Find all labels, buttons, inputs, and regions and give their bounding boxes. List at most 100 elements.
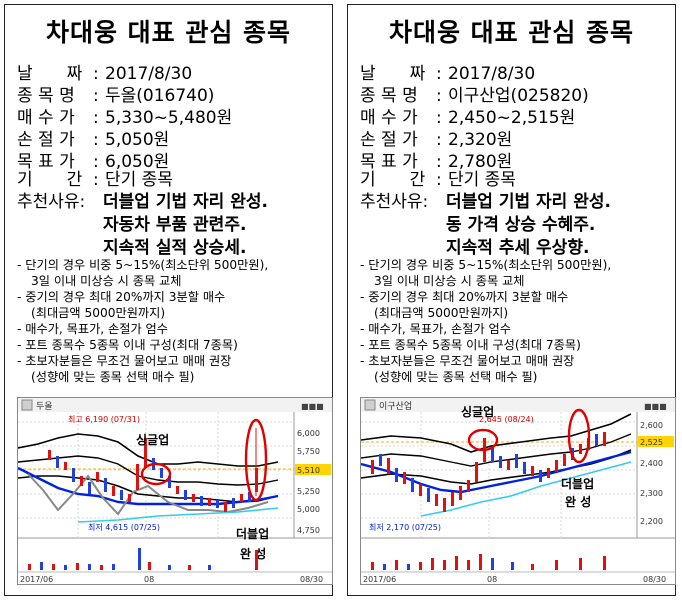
stop-label: 손 절 가 (17, 130, 75, 150)
reason-line: 더블업 기법 자리 완성. (103, 192, 268, 212)
period-value: 단기 종목 (448, 170, 516, 190)
volume-bars (28, 548, 258, 570)
stock-card-0: 차대웅 대표 관심 종목 날 짜:2017/8/30 종 목 명: 두올(0167… (4, 4, 333, 596)
bollinger-upper (18, 433, 279, 467)
note-item: - 중기의 경우 최대 20%까지 3분할 매수 (360, 290, 569, 304)
note-item: (성향에 맞는 종목 선택 매수 필) (374, 370, 538, 384)
note-item: - 단기의 경우 비중 5~15%(최소단위 500만원), (360, 258, 612, 272)
reason-label: 추천사유: (360, 192, 429, 212)
target-value: 2,780원 (448, 152, 513, 172)
reason-label: 추천사유: (17, 192, 86, 212)
note-item: - 매수가, 목표가, 손절가 엄수 (360, 322, 511, 336)
buy-value: 5,330~5,480원 (105, 108, 233, 128)
target-label: 목 표 가 (17, 152, 75, 172)
note-item: 3일 이내 미상승 시 종목 교체 (374, 274, 525, 288)
bollinger-mid (18, 455, 279, 486)
buy-label: 매 수 가 (17, 108, 75, 128)
x-label: 08 (487, 575, 497, 584)
name-label: 종 목 명 (360, 86, 418, 106)
grid (18, 412, 294, 538)
buy-label: 매 수 가 (360, 108, 418, 128)
notes-list: - 단기의 경우 비중 5~15%(최소단위 500만원), 3일 이내 미상승… (17, 257, 327, 385)
stop-label: 손 절 가 (360, 130, 418, 150)
name-value: 이구산업(025820) (448, 86, 589, 106)
note-item: - 초보자분들은 무조건 물어보고 매매 권장 (360, 354, 575, 368)
note-item: (최대금액 5000만원까지) (374, 306, 509, 320)
price-tick: 2,200 (640, 517, 663, 526)
ma-cyan (77, 507, 279, 523)
name-label: 종 목 명 (17, 86, 75, 106)
card-title: 차대웅 대표 관심 종목 (388, 18, 635, 47)
chart-low-label: 최저 4,615 (07/25) (88, 522, 160, 532)
bollinger-upper (361, 413, 632, 453)
price-tick: 5,000 (297, 505, 320, 514)
period-value: 단기 종목 (105, 170, 173, 190)
period-label: 기 간 (360, 170, 426, 190)
chart-low-label: 최저 2,170 (07/25) (369, 522, 441, 532)
note-item: - 포트 종목수 5종목 이내 구성(최대 7종목) (17, 338, 238, 352)
target-value: 6,050원 (105, 152, 170, 172)
chart-toolbar-icon: ■■■ (644, 402, 667, 411)
price-tick: 5,750 (297, 447, 320, 456)
annotation-complete: 완 성 (240, 547, 266, 561)
chart-stock-label: 두올 (36, 401, 53, 412)
price-tick: 2,400 (640, 459, 663, 468)
price-tick: 4,750 (297, 526, 320, 535)
reason-line: 지속적 추세 우상향. (446, 238, 590, 258)
note-item: - 초보자분들은 무조건 물어보고 매매 권장 (17, 354, 232, 368)
note-item: - 포트 종목수 5종목 이내 구성(최대 7종목) (360, 338, 581, 352)
chart-toolbar-icon: ■■■ (301, 402, 324, 411)
target-row: 목 표 가:2,780원 (360, 152, 513, 172)
reason-line: 지속적 실적 상승세. (103, 238, 247, 258)
x-label: 2017/06 (363, 575, 396, 584)
annotation-single-up: 싱글업 (136, 432, 169, 447)
period-row: 기 간: 단기 종목 (17, 170, 173, 190)
stock-chart: 이구산업 ■■■ 2,600 2,525 2,400 2,300 2,200 (360, 397, 676, 585)
chart-stock-label: 이구산업 (379, 401, 412, 412)
annotation-single-up: 싱글업 (461, 404, 494, 419)
note-item: (최대금액 5000만원까지) (31, 306, 166, 320)
stop-value: 5,050원 (105, 130, 170, 150)
stop-value: 2,320원 (448, 130, 513, 150)
name-row: 종 목 명: 이구산업(025820) (360, 86, 589, 106)
card-title: 차대웅 대표 관심 종목 (45, 18, 292, 47)
chart-svg: 이구산업 ■■■ 2,600 2,525 2,400 2,300 2,200 (361, 398, 675, 584)
date-row: 날 짜:2017/8/30 (17, 64, 193, 84)
price-tick: 5,250 (297, 487, 320, 496)
price-tick-current: 5,510 (297, 466, 320, 475)
note-item: - 매수가, 목표가, 손절가 엄수 (17, 322, 168, 336)
annotation-double-up: 더블업 (236, 526, 269, 541)
bollinger-lower (18, 475, 279, 503)
bollinger-mid (361, 433, 632, 467)
note-item: - 단기의 경우 비중 5~15%(최소단위 500만원), (17, 258, 269, 272)
reason-line: 동 가격 상승 수혜주. (446, 215, 596, 235)
ma-cyan (420, 461, 632, 517)
x-label: 2017/06 (20, 575, 53, 584)
chart-high-label: 2,645 (08/24) (479, 415, 534, 424)
note-item: 3일 이내 미상승 시 종목 교체 (31, 274, 182, 288)
stock-card-1: 차대웅 대표 관심 종목 날 짜:2017/8/30 종 목 명: 이구산업(02… (347, 4, 676, 596)
chart-high-label: 최고 6,190 (07/31) (68, 414, 140, 424)
ma-grey (27, 473, 269, 516)
reason-block: 추천사유: 더블업 기법 자리 완성. 동 가격 상승 수혜주. 지속적 추세 우… (360, 191, 611, 260)
x-label: 08/30 (643, 575, 666, 584)
name-value: 두올(016740) (105, 86, 215, 106)
note-item: - 중기의 경우 최대 20%까지 3분할 매수 (17, 290, 226, 304)
price-tick: 2,300 (640, 489, 663, 498)
stop-row: 손 절 가:2,320원 (360, 130, 513, 150)
buy-row: 매 수 가:2,450~2,515원 (360, 108, 576, 128)
single-up-circle (467, 428, 499, 452)
annotation-double-up: 더블업 (561, 476, 594, 491)
note-item: (성향에 맞는 종목 선택 매수 필) (31, 370, 195, 384)
date-row: 날 짜:2017/8/30 (360, 64, 536, 84)
annotation-complete: 완 성 (565, 495, 591, 509)
x-label: 08/30 (300, 575, 323, 584)
single-up-circle (140, 462, 172, 486)
date-value: 2017/8/30 (105, 64, 193, 84)
notes-list: - 단기의 경우 비중 5~15%(최소단위 500만원), 3일 이내 미상승… (360, 257, 670, 385)
reason-line: 더블업 기법 자리 완성. (446, 192, 611, 212)
name-row: 종 목 명: 두올(016740) (17, 86, 215, 106)
double-up-circle (244, 418, 268, 502)
target-label: 목 표 가 (360, 152, 418, 172)
price-tick-current: 2,525 (640, 438, 663, 447)
